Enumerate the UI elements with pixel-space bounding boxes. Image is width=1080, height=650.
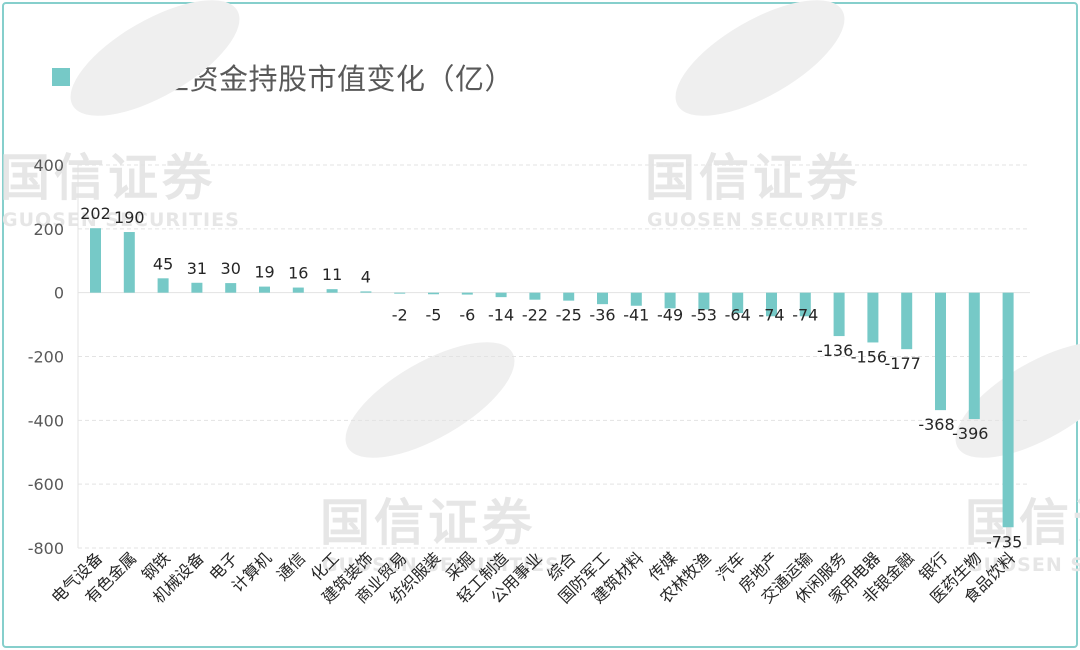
bar: [360, 291, 372, 293]
value-label: -6: [459, 306, 475, 325]
bar: [461, 292, 473, 295]
value-label: -22: [522, 306, 548, 325]
y-tick-label: -800: [28, 539, 64, 558]
category-label: 通信: [273, 548, 309, 584]
bar: [732, 292, 744, 314]
value-label: -5: [426, 306, 442, 325]
value-label: -74: [792, 306, 818, 325]
bar: [157, 278, 169, 293]
value-label: -49: [657, 306, 683, 325]
y-tick-label: -400: [28, 411, 64, 430]
bar: [664, 292, 676, 309]
bar: [428, 292, 439, 295]
value-label: 190: [114, 208, 145, 227]
bar: [495, 292, 507, 298]
value-label: -396: [952, 424, 988, 443]
value-label: -177: [885, 354, 921, 373]
watermark-logo: [955, 342, 1080, 458]
value-label: 11: [322, 265, 342, 284]
value-label: 45: [153, 254, 173, 273]
bar: [901, 292, 913, 350]
value-label: -136: [817, 341, 853, 360]
value-label: -735: [986, 532, 1022, 551]
value-label: 16: [288, 264, 308, 283]
y-axis: 400 200 0 -200 -400 -600 -800: [28, 156, 64, 558]
bar: [968, 292, 980, 420]
bar: [326, 289, 338, 293]
watermark-sub: GUOSEN SECURITIES: [967, 554, 1080, 576]
bars: [90, 228, 1014, 528]
bar: [259, 286, 270, 293]
watermark-name: 国信证券: [0, 149, 216, 207]
watermark-sub: GUOSEN SECURITIES: [647, 209, 885, 231]
bar: [766, 292, 777, 317]
bar: [867, 292, 879, 343]
bar: [563, 292, 575, 301]
value-label: -74: [758, 306, 784, 325]
watermark-name: 国信证券: [965, 494, 1080, 552]
bar: [630, 292, 642, 306]
value-label: -2: [392, 306, 408, 325]
bar: [1002, 292, 1014, 528]
value-label: 30: [221, 259, 241, 278]
bar: [225, 283, 237, 293]
y-tick-label: 200: [33, 220, 64, 239]
value-label: 31: [187, 259, 207, 278]
value-label: -53: [691, 306, 717, 325]
value-label: -14: [488, 306, 514, 325]
legend-swatch: [52, 68, 70, 86]
watermark-sub: GUOSEN SECURITIES: [322, 554, 560, 576]
value-label: 19: [254, 263, 274, 282]
value-label: -36: [589, 306, 615, 325]
value-label: -368: [918, 415, 954, 434]
bar: [833, 292, 845, 337]
watermark-logo: [345, 342, 515, 458]
bar: [799, 292, 811, 317]
bar: [935, 292, 946, 411]
y-tick-label: 0: [54, 284, 64, 303]
value-label: -41: [623, 306, 649, 325]
bar: [394, 292, 406, 294]
bar: [123, 232, 135, 293]
watermark-sub: GUOSEN SECURITIES: [2, 209, 240, 231]
watermark-logo: [675, 0, 845, 116]
bar: [529, 292, 541, 300]
value-label: 202: [80, 204, 111, 223]
value-label: -25: [556, 306, 582, 325]
bar: [698, 292, 710, 310]
value-label: 4: [361, 267, 371, 286]
y-tick-label: -600: [28, 475, 64, 494]
value-label: -64: [725, 306, 751, 325]
watermark-logo: [70, 0, 240, 116]
y-tick-label: 400: [33, 156, 64, 175]
x-axis-labels: 电气设备有色金属钢铁机械设备电子计算机通信化工建筑装饰商业贸易纺织服装采掘轻工制…: [48, 548, 1019, 607]
watermark-name: 国信证券: [645, 149, 861, 207]
bar: [90, 228, 101, 293]
value-labels: 202 190 45 31 30 19 16 11 4 -2 -5 -6 -14 -22 -25 -36 -41…: [80, 204, 1022, 551]
y-tick-label: -200: [28, 348, 64, 367]
value-label: -156: [851, 347, 887, 366]
bar: [191, 282, 203, 293]
watermark-name: 国信证券: [320, 494, 536, 552]
bar: [597, 292, 608, 305]
bar: [292, 287, 304, 293]
